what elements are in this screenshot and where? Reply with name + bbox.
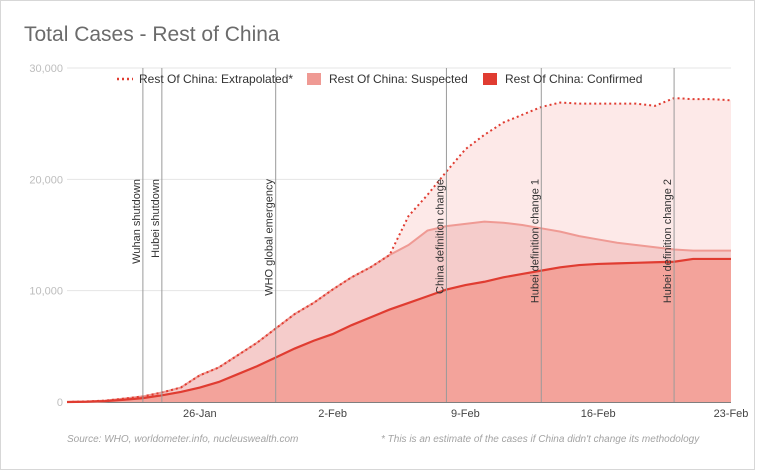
annotations: Wuhan shutdown Hubei shutdown WHO global e… bbox=[131, 68, 675, 402]
x-tick-label: 2-Feb bbox=[318, 408, 347, 420]
annotation-label: Hubei definition change 1 bbox=[529, 179, 541, 303]
y-tick-label: 20,000 bbox=[29, 174, 63, 186]
chart-title: Total Cases - Rest of China bbox=[24, 23, 280, 46]
legend-swatch bbox=[483, 73, 497, 85]
confirmed-area bbox=[67, 258, 731, 402]
legend-label: Rest Of China: Suspected bbox=[329, 72, 468, 86]
legend-label: Rest Of China: Extrapolated* bbox=[139, 72, 293, 86]
series-lines bbox=[66, 97, 732, 404]
x-tick-label: 9-Feb bbox=[451, 408, 480, 420]
confirmed-line bbox=[66, 257, 731, 404]
annotation-label: Hubei definition change 2 bbox=[662, 179, 674, 303]
extrapolated-line bbox=[66, 97, 732, 403]
x-tick-label: 26-Jan bbox=[183, 408, 217, 420]
axes: 0 10,000 20,000 30,000 26-Jan 2-Feb 9-Feb 16-Fe… bbox=[29, 63, 748, 420]
annotation-label: China definition change bbox=[434, 179, 446, 294]
legend-label: Rest Of China: Confirmed bbox=[505, 72, 642, 86]
annotation-label: Hubei shutdown bbox=[150, 179, 162, 258]
y-tick-label: 30,000 bbox=[29, 63, 63, 75]
y-tick-label: 0 bbox=[57, 397, 63, 409]
source-note: Source: WHO, worldometer.info, nucleuswe… bbox=[67, 434, 299, 445]
annotation-label: WHO global emergency bbox=[264, 179, 276, 296]
x-tick-label: 23-Feb bbox=[714, 408, 749, 420]
estimate-note: * This is an estimate of the cases if Ch… bbox=[381, 434, 700, 445]
legend: Rest Of China: Extrapolated* Rest Of Chin… bbox=[117, 72, 642, 86]
x-tick-label: 16-Feb bbox=[581, 408, 616, 420]
legend-swatch bbox=[307, 73, 321, 85]
y-tick-label: 10,000 bbox=[29, 286, 63, 298]
annotation-label: Wuhan shutdown bbox=[131, 179, 143, 264]
